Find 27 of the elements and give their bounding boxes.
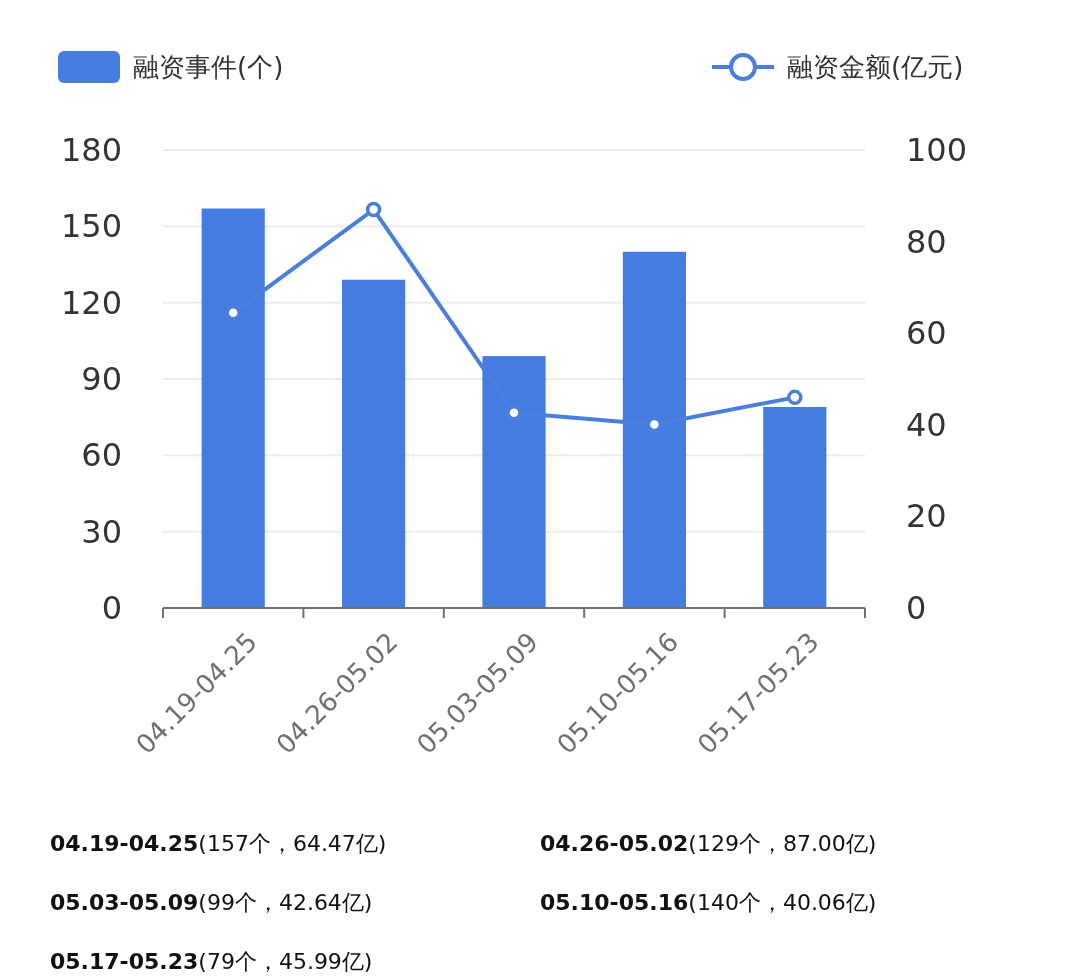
y-tick-label: 150	[60, 207, 122, 246]
text: 05.17-05.23(79个，45.99亿)	[50, 948, 373, 974]
y2-tick-label: 20	[906, 497, 947, 536]
point	[787, 389, 803, 406]
text: 05.10-05.16(140个，40.06亿)	[540, 889, 877, 915]
point	[225, 304, 241, 321]
bar	[342, 279, 406, 608]
y-tick-label: 30	[81, 512, 122, 551]
y-tick-label: 90	[81, 360, 122, 398]
y-tick-label: 60	[81, 436, 122, 475]
y-tick-label: 0	[101, 589, 122, 627]
y2-tick-label: 40	[906, 405, 947, 444]
text: 04.26-05.02(129个，87.00亿)	[540, 830, 877, 856]
y2-tick-label: 60	[906, 314, 947, 353]
point	[506, 404, 522, 421]
y2-tick-label: 100	[906, 131, 968, 169]
y2-tick-label: 80	[906, 222, 947, 261]
text: 05.03-05.09(99个，42.64亿)	[50, 889, 373, 915]
y2-tick-label: 0	[906, 589, 927, 627]
y-tick-label: 180	[60, 131, 122, 169]
legend-label: 融资金额(亿元)	[787, 52, 964, 82]
legend-label: 融资事件(个)	[133, 52, 284, 82]
point	[646, 416, 663, 433]
point	[365, 201, 382, 218]
bar	[763, 406, 827, 608]
text: 04.19-04.25(157个，64.47亿)	[50, 830, 387, 856]
y-tick-label: 120	[60, 283, 122, 322]
